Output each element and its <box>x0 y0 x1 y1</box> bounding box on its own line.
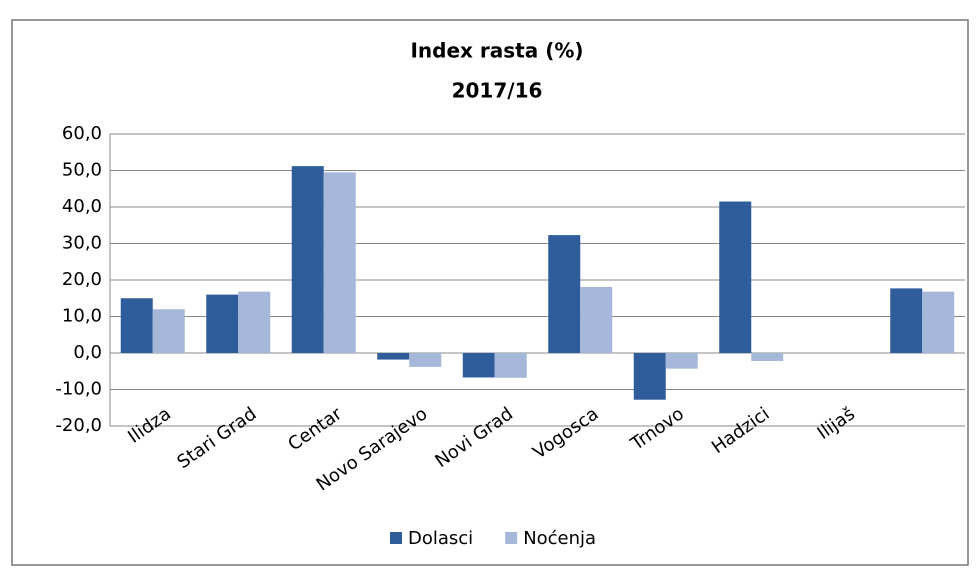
bar <box>751 353 784 362</box>
legend-label: Noćenja <box>523 528 596 549</box>
bar <box>377 353 410 360</box>
bar <box>291 166 324 353</box>
y-tick-label: -20,0 <box>55 415 102 436</box>
bar <box>238 291 271 353</box>
bar <box>120 298 153 353</box>
bar <box>462 353 495 378</box>
y-tick-label: 30,0 <box>62 233 102 254</box>
chart-frame <box>11 19 969 566</box>
bar <box>323 172 356 353</box>
bar <box>548 235 581 353</box>
y-tick-label: 60,0 <box>62 123 102 144</box>
bar <box>633 353 666 400</box>
y-tick-label: 50,0 <box>62 160 102 181</box>
bar <box>665 353 698 369</box>
bar <box>719 201 752 353</box>
legend-swatch <box>390 532 402 544</box>
bar <box>890 288 923 353</box>
bar <box>922 291 955 353</box>
bar <box>494 353 527 378</box>
bar <box>409 353 442 367</box>
bar <box>152 309 185 353</box>
y-tick-label: 40,0 <box>62 196 102 217</box>
legend-swatch <box>505 532 518 544</box>
y-tick-label: 10,0 <box>62 306 102 327</box>
chart-subtitle: 2017/16 <box>452 79 543 103</box>
chart-title: Index rasta (%) <box>410 39 583 63</box>
legend-label: Dolasci <box>408 528 473 549</box>
bar <box>206 294 239 353</box>
bar <box>580 286 613 353</box>
y-tick-label: 20,0 <box>62 269 102 290</box>
y-tick-label: -10,0 <box>55 379 102 400</box>
y-tick-label: 0,0 <box>73 342 102 363</box>
